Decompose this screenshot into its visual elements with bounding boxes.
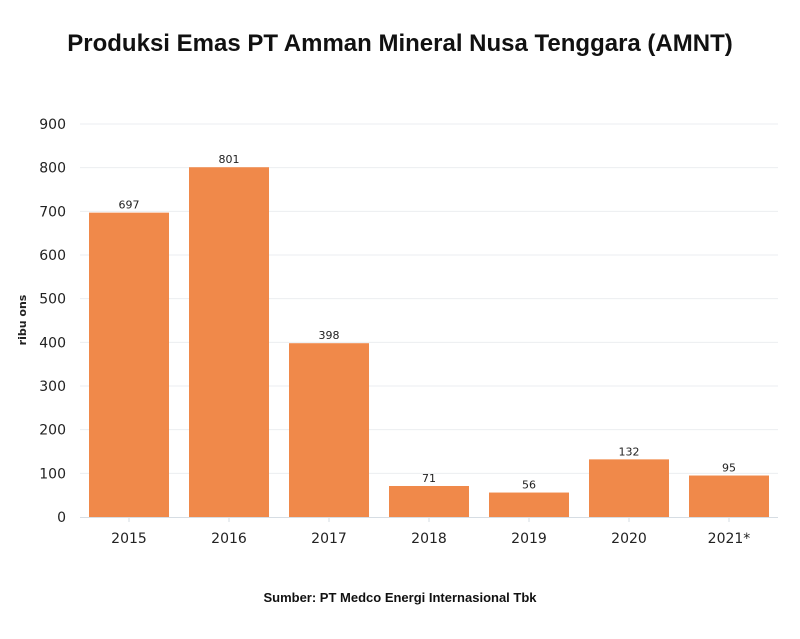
data-label: 697 — [119, 199, 140, 212]
bar-2018[interactable] — [389, 485, 469, 517]
y-axis-ticks: 0 100 200 300 400 500 600 700 800 900 — [39, 117, 66, 526]
x-tick-label: 2017 — [311, 531, 347, 547]
data-label: 398 — [319, 329, 340, 342]
data-label: 71 — [422, 472, 436, 485]
x-tick-label: 2018 — [411, 531, 447, 547]
y-tick-label: 600 — [39, 248, 66, 264]
data-label: 95 — [722, 462, 736, 475]
x-tick-label: 2019 — [511, 531, 547, 547]
y-tick-label: 400 — [39, 335, 66, 351]
y-tick-label: 500 — [39, 292, 66, 308]
bar-2019[interactable] — [489, 492, 569, 517]
y-tick-label: 200 — [39, 423, 66, 439]
y-tick-label: 800 — [39, 161, 66, 177]
bar-2016[interactable] — [189, 167, 269, 518]
y-tick-label: 100 — [39, 466, 66, 482]
chart-title: Produksi Emas PT Amman Mineral Nusa Teng… — [67, 30, 733, 57]
x-tick-label: 2021* — [708, 531, 751, 547]
bars — [89, 167, 769, 518]
x-axis-ticks: 2015 2016 2017 2018 2019 2020 2021* — [111, 517, 750, 547]
y-axis-label: ribu ons — [16, 294, 29, 345]
data-label: 132 — [619, 445, 640, 458]
y-tick-label: 900 — [39, 117, 66, 133]
y-tick-label: 300 — [39, 379, 66, 395]
x-tick-label: 2016 — [211, 531, 247, 547]
y-tick-label: 700 — [39, 204, 66, 220]
source-note: Sumber: PT Medco Energi Internasional Tb… — [263, 590, 537, 605]
data-label: 56 — [522, 479, 536, 492]
bar-2021[interactable] — [689, 475, 769, 517]
x-tick-label: 2015 — [111, 531, 147, 547]
data-label: 801 — [219, 153, 240, 166]
bar-2015[interactable] — [89, 212, 169, 518]
y-tick-label: 0 — [57, 510, 66, 526]
bar-2017[interactable] — [289, 343, 369, 517]
x-tick-label: 2020 — [611, 531, 647, 547]
data-labels: 697 801 398 71 56 132 95 — [119, 153, 737, 491]
gridlines — [80, 123, 778, 474]
bar-2020[interactable] — [589, 459, 669, 517]
